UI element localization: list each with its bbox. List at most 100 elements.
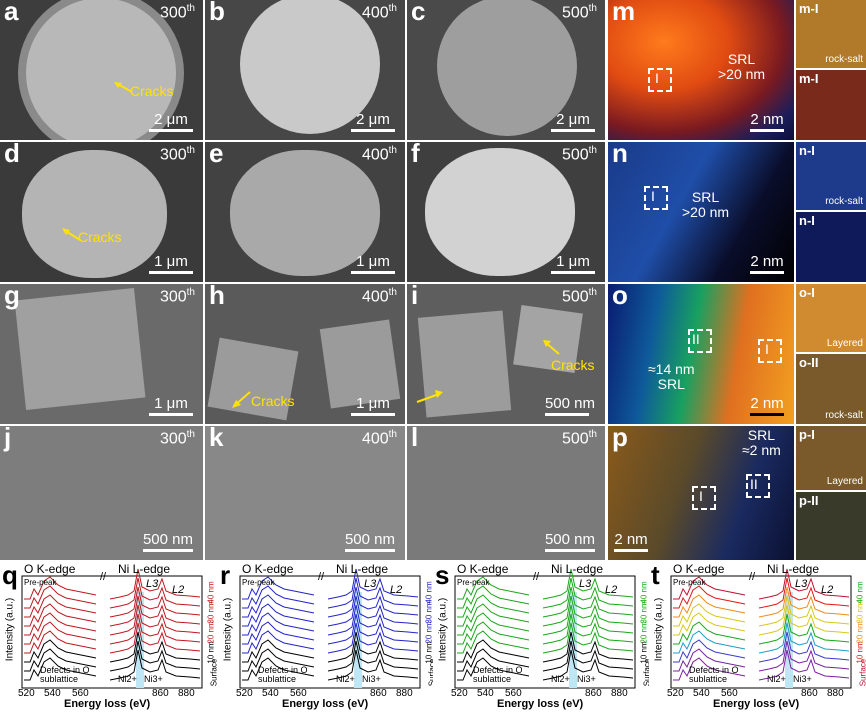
tick-label: 860 <box>801 688 818 699</box>
spectrum-curve-o <box>24 594 97 618</box>
spectrum-curve-o <box>457 576 530 600</box>
panel-letter: o <box>612 284 628 310</box>
spectrum-curve-o <box>24 603 97 627</box>
spectrum-curve-o <box>673 630 746 654</box>
depth-label: 20 nm <box>855 621 865 644</box>
scale-bar: 2 μm <box>149 111 193 132</box>
region-box: I <box>648 68 672 92</box>
axis-break: // <box>533 571 540 583</box>
arrow-icon <box>62 228 81 241</box>
panel-letter: i <box>411 284 419 310</box>
spectrum-curve-o <box>673 639 746 663</box>
spectrum-curve-o <box>242 585 315 609</box>
x-axis-label: Energy loss (eV) <box>713 698 800 710</box>
eels-spectra-plot: // <box>239 568 421 689</box>
panel-letter: m <box>612 0 636 26</box>
spectrum-curve-ni <box>542 613 634 645</box>
plot-frame <box>670 575 852 689</box>
spectrum-curve-ni <box>758 604 850 636</box>
spectrum-curve-ni <box>758 613 850 645</box>
y-axis-label: Intensity (a.u.) <box>4 597 16 662</box>
cycle-label: 300th <box>159 145 195 164</box>
prepeak-label: Pre-peak <box>673 578 706 587</box>
spectrum-curve-o <box>673 585 746 609</box>
scale-bar: 2 nm <box>750 111 784 132</box>
spectrum-curve-ni <box>327 640 419 672</box>
x-axis-label: Energy loss (eV) <box>282 698 369 710</box>
eels-panel-r: r // O K-edge Ni L-edge Pre-peak L3 L2 Defects … <box>218 562 437 713</box>
ni2-label: Ni2+ <box>118 674 137 684</box>
ni3-label: Ni3+ <box>793 674 812 684</box>
panel-letter: s <box>435 560 450 590</box>
region-box: II <box>746 474 770 498</box>
l2-label: L2 <box>390 584 403 596</box>
spectrum-curve-o <box>457 612 530 636</box>
cracks-label: Cracks <box>130 83 174 99</box>
particle <box>22 150 167 278</box>
l2-label: L2 <box>172 584 185 596</box>
sem-panel-e: e 400th 1 μm <box>205 142 405 282</box>
spectrum-curve-o <box>673 621 746 645</box>
sem-panel-l: l 500th 500 nm <box>407 426 605 560</box>
tick-label: 880 <box>827 688 844 699</box>
spectrum-curve-ni <box>109 631 201 663</box>
spectrum-curve-o <box>24 648 97 672</box>
scale-bar: 1 μm <box>149 253 193 274</box>
sem-panel-k: k 400th 500 nm <box>205 426 405 560</box>
y-axis-label: Intensity (a.u.) <box>437 597 449 662</box>
ni-ledge-label: Ni L-edge <box>118 562 171 576</box>
region-box: II <box>688 329 712 353</box>
spectrum-curve-o <box>242 576 315 600</box>
spectrum-curve-o <box>673 657 746 681</box>
ni-ledge-label: Ni L-edge <box>767 562 820 576</box>
spectrum-curve-ni <box>327 604 419 636</box>
depth-label: 30 nm <box>855 601 865 624</box>
l3-label: L3 <box>795 578 808 590</box>
sem-panel-f: f 500th 1 μm <box>407 142 605 282</box>
l2-label: L2 <box>605 584 618 596</box>
ni3-label: Ni3+ <box>577 674 596 684</box>
tick-label: 540 <box>44 688 61 699</box>
tick-label: 860 <box>152 688 169 699</box>
spectrum-curve-o <box>457 630 530 654</box>
region-box: I <box>758 339 782 363</box>
spectrum-curve-o <box>242 612 315 636</box>
spectrum-curve-ni <box>327 568 419 600</box>
y-axis-label: Intensity (a.u.) <box>222 597 234 662</box>
scale-bar: 500 nm <box>544 395 595 416</box>
tick-label: 540 <box>262 688 279 699</box>
spectrum-curve-ni <box>758 586 850 618</box>
spectrum-curve-ni <box>327 622 419 654</box>
depth-legend: Surface 10 nm 20 nm 30 nm 40 nm <box>422 581 437 686</box>
sem-panel-c: c 500th 2 μm <box>407 0 605 140</box>
ni-ledge-label: Ni L-edge <box>551 562 604 576</box>
spectrum-curve-ni <box>542 568 634 600</box>
panel-letter: a <box>4 0 19 26</box>
spectrum-curve-ni <box>109 577 201 609</box>
ni2-label: Ni2+ <box>551 674 570 684</box>
srl-label: SRL ≈2 nm <box>742 427 781 458</box>
panel-letter: h <box>209 284 225 310</box>
tem-panel-o: o II I ≈14 nm SRL 2 nm <box>608 284 794 424</box>
tick-label: 560 <box>505 688 522 699</box>
panel-letter: j <box>4 426 12 452</box>
tick-label: 880 <box>611 688 628 699</box>
l3-label: L3 <box>146 578 159 590</box>
spectrum-curve-o <box>24 639 97 663</box>
axis-break: // <box>318 571 325 583</box>
panel-letter: g <box>4 284 20 310</box>
inset-o1: o-I Layered <box>796 284 866 352</box>
srl-label: ≈14 nm SRL <box>648 361 695 392</box>
o-kedge-label: O K-edge <box>24 562 76 576</box>
sem-panel-i: i 500th Cracks 500 nm <box>407 284 605 424</box>
spectrum-curve-ni <box>327 631 419 663</box>
spectrum-curve-o <box>242 603 315 627</box>
spectrum-curve-ni <box>542 622 634 654</box>
tick-label: 520 <box>667 688 684 699</box>
axis-break: // <box>100 571 107 583</box>
x-axis-label: Energy loss (eV) <box>64 698 151 710</box>
scale-bar: 500 nm <box>544 531 595 552</box>
scale-bar: 2 nm <box>750 395 784 416</box>
inset-o2: o-II rock-salt <box>796 354 866 424</box>
ni2-label: Ni2+ <box>336 674 355 684</box>
